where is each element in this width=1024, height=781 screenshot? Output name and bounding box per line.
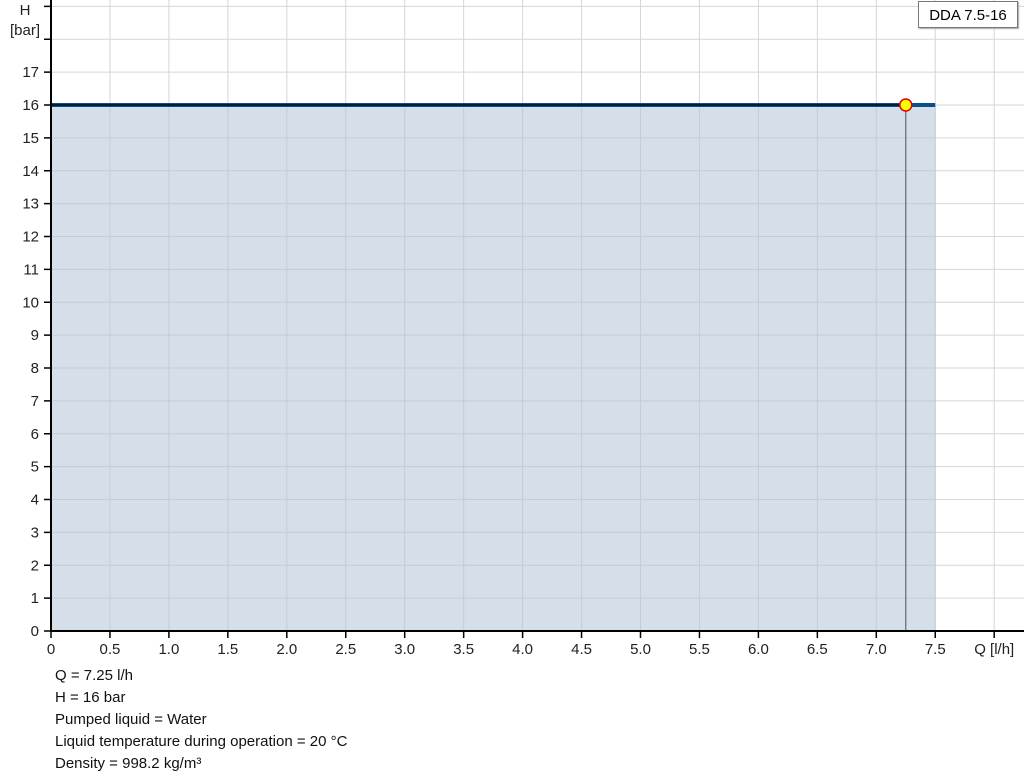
y-tick-label: 10 [22,294,39,311]
y-tick-label: 16 [22,97,39,114]
info-density: Density = 998.2 kg/m³ [55,755,202,772]
y-tick-label: 17 [22,64,39,81]
info-temperature: Liquid temperature during operation = 20… [55,733,348,750]
x-tick-label: 2.0 [276,641,297,658]
y-tick-label: 8 [31,360,39,377]
y-tick-label: 15 [22,130,39,147]
y-axis-unit: [bar] [10,22,40,39]
x-tick-label: 3.0 [394,641,415,658]
x-tick-label: 4.5 [571,641,592,658]
x-tick-label: 6.0 [748,641,769,658]
y-tick-label: 6 [31,426,39,443]
x-tick-label: 5.5 [689,641,710,658]
x-tick-label: 3.5 [453,641,474,658]
y-tick-label: 5 [31,459,39,476]
x-tick-label: 2.5 [335,641,356,658]
y-tick-label: 0 [31,623,39,640]
legend-label: DDA 7.5-16 [918,1,1018,28]
x-tick-label: 7.0 [866,641,887,658]
info-liquid: Pumped liquid = Water [55,711,207,728]
x-tick-label: 1.5 [217,641,238,658]
y-tick-label: 13 [22,196,39,213]
y-tick-label: 12 [22,229,39,246]
y-tick-label: 2 [31,557,39,574]
y-axis-label: H [20,2,31,19]
x-axis-label: Q [l/h] [974,641,1014,658]
x-tick-label: 0.5 [100,641,121,658]
y-tick-label: 9 [31,327,39,344]
y-tick-label: 7 [31,393,39,410]
x-tick-label: 0 [47,641,55,658]
y-tick-label: 4 [31,492,39,509]
x-tick-label: 4.0 [512,641,533,658]
y-tick-label: 11 [23,261,39,278]
y-tick-label: 1 [31,590,39,607]
operating-point-marker [899,98,913,112]
y-tick-label: 3 [31,524,39,541]
x-tick-label: 5.0 [630,641,651,658]
x-tick-label: 6.5 [807,641,828,658]
x-tick-label: 7.5 [925,641,946,658]
x-tick-label: 1.0 [158,641,179,658]
info-panel: Q = 7.25 l/h H = 16 bar Pumped liquid = … [55,665,347,775]
y-tick-label: 14 [22,163,39,180]
info-head: H = 16 bar [55,689,126,706]
info-flow: Q = 7.25 l/h [55,667,133,684]
